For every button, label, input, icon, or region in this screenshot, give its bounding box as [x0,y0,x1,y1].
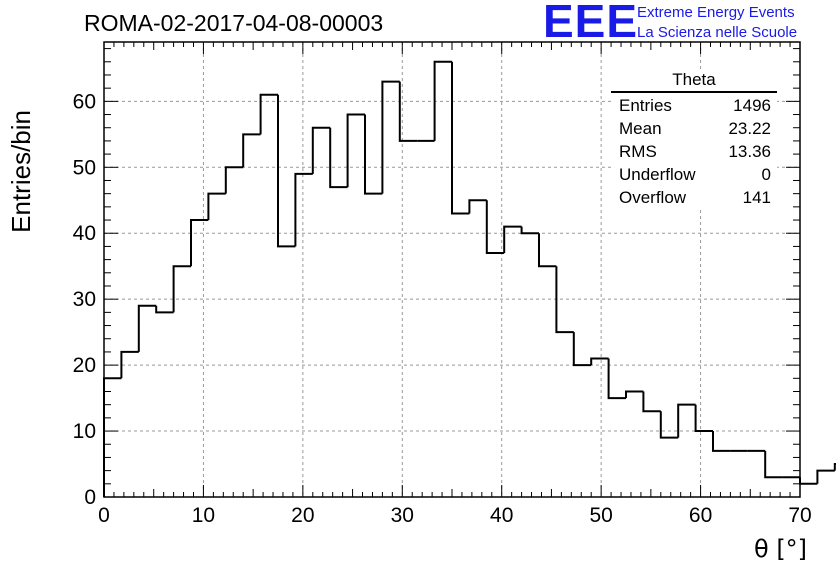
stats-label: Mean [619,119,662,138]
histogram-bin [555,266,574,334]
histogram-bin [590,357,609,366]
stats-label: RMS [619,142,657,161]
y-tick-label: 20 [73,354,96,377]
stats-title: Theta [611,70,777,93]
x-axis-ticks: 0 10 20 30 40 50 60 70 [98,42,812,527]
histogram-bin [381,80,400,194]
logo-text-line-2: La Scienza nelle Scuole [637,24,798,41]
stats-label: Overflow [619,188,687,207]
histogram-bin [137,304,157,352]
histogram-bin [277,94,296,248]
histogram-bin [607,358,626,400]
stats-value: 141 [742,188,771,207]
histogram-bin [816,469,835,484]
x-tick-label: 40 [490,504,513,527]
histogram-bin [468,199,487,214]
histogram-bin [329,127,348,189]
histogram-bin [190,219,209,267]
histogram-bin [833,463,836,471]
histogram-bin [485,200,505,255]
stats-row-underflow: Underflow 0 [611,163,777,186]
histogram-bin [207,192,226,221]
histogram-bin [572,332,592,367]
y-tick-label: 0 [84,486,96,509]
stats-value: 0 [761,165,771,184]
x-tick-label: 10 [192,504,215,527]
histogram-bin [294,172,313,247]
histogram-bin [120,350,139,379]
histogram-bin [712,431,731,452]
y-axis-ticks: 0 10 20 30 40 50 60 [73,48,800,509]
histogram-bin [242,133,261,168]
stats-value: 1496 [733,96,771,115]
run-title: ROMA-02-2017-04-08-00003 [84,10,384,36]
stats-value: 23.22 [728,119,771,138]
histogram-bin [538,233,557,268]
histogram-bin [764,450,783,479]
stats-box: Theta Entries 1496 Mean 23.22 RMS 13.36 … [611,70,777,209]
histogram-bin [346,113,365,188]
y-axis-label: Entries/bin [6,110,36,233]
y-tick-label: 60 [73,90,96,113]
x-tick-label: 60 [689,504,712,527]
stats-label: Underflow [619,165,696,184]
logo-text-line-1: Extreme Energy Events [637,4,795,21]
histogram-bin [224,166,244,194]
stats-row-overflow: Overflow 141 [611,186,777,209]
eee-logo: EEE [543,0,639,47]
histogram-bin [451,61,470,215]
histogram-series [103,60,836,497]
stats-row-rms: RMS 13.36 [611,140,777,163]
stats-row-mean: Mean 23.22 [611,117,777,140]
y-tick-label: 50 [73,156,96,179]
x-tick-label: 0 [98,504,110,527]
histogram-bin [155,305,174,314]
y-tick-label: 30 [73,288,96,311]
x-tick-label: 20 [291,504,314,527]
x-tick-label: 70 [788,504,811,527]
stats-label: Entries [619,96,672,115]
histogram-bin [642,391,661,413]
histogram-bin [103,377,122,497]
histogram-bin [433,60,452,141]
histogram-bin [694,404,713,433]
histogram-bin [520,226,539,235]
x-axis-label: θ [°] [754,535,808,563]
histogram-bin [311,126,331,174]
y-tick-label: 40 [73,222,96,245]
stats-row-entries: Entries 1496 [611,94,777,117]
histogram-bin [659,411,679,439]
histogram-bin [259,93,278,135]
x-tick-label: 30 [391,504,414,527]
histogram-bin [799,477,818,485]
histogram-bin [677,403,696,438]
y-tick-label: 10 [73,420,96,443]
x-tick-label: 50 [589,504,612,527]
histogram-bin [364,114,383,195]
histogram-bin [503,225,522,254]
histogram-bin [398,81,418,142]
histogram-bin [172,265,191,313]
histogram-bin [625,390,644,399]
stats-value: 13.36 [728,142,771,161]
